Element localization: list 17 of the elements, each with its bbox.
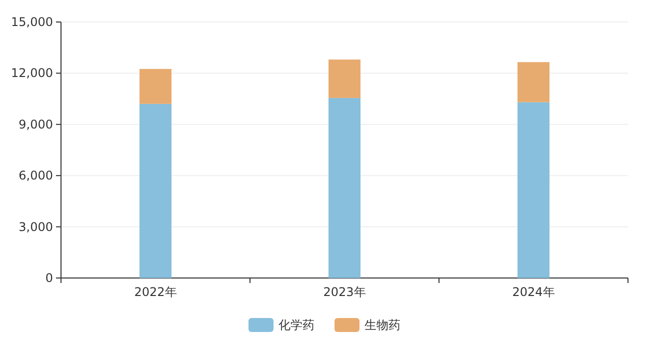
bar — [328, 98, 360, 278]
y-tick-label: 9,000 — [18, 117, 53, 132]
bar — [328, 60, 360, 98]
y-tick-label: 12,000 — [11, 66, 53, 80]
bar — [518, 62, 550, 102]
y-tick-label: 3,000 — [18, 220, 53, 234]
bar — [140, 68, 172, 104]
bar — [518, 102, 550, 278]
x-tick-label: 2023年 — [323, 285, 366, 299]
y-tick-label: 0 — [45, 271, 53, 285]
x-tick-label: 2022年 — [134, 285, 177, 299]
legend-label: 化学药 — [278, 318, 314, 332]
y-tick-label: 15,000 — [11, 15, 53, 29]
y-tick-label: 6,000 — [18, 168, 53, 183]
bar — [140, 104, 172, 278]
legend-label: 生物药 — [364, 318, 400, 332]
x-tick-label: 2024年 — [512, 285, 555, 299]
